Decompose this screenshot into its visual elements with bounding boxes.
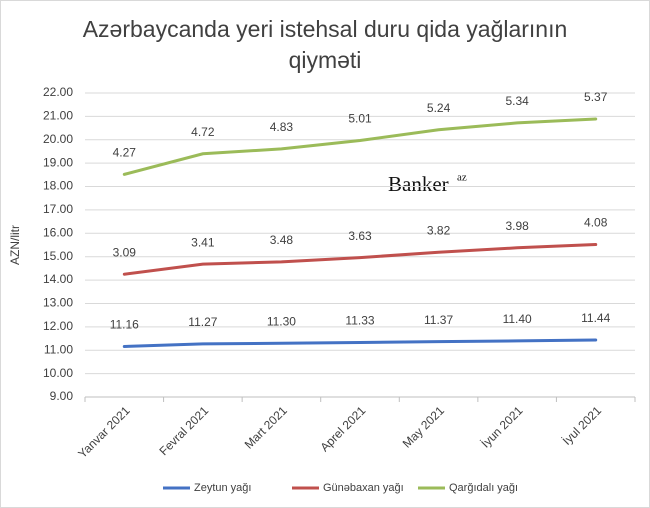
x-tick-label: Aprel 2021 bbox=[317, 403, 368, 454]
y-tick-label: 14.00 bbox=[43, 272, 73, 286]
y-tick-label: 13.00 bbox=[43, 296, 73, 310]
y-tick-label: 20.00 bbox=[43, 132, 73, 146]
data-label: 11.44 bbox=[581, 311, 610, 325]
data-label: 4.27 bbox=[113, 146, 137, 160]
legend-label: Qarğıdalı yağı bbox=[449, 482, 518, 494]
watermark: Banker bbox=[388, 172, 449, 196]
data-label: 11.30 bbox=[267, 314, 296, 328]
chart-title: Azərbaycanda yeri istehsal duru qida yağ… bbox=[82, 16, 568, 73]
y-tick-label: 18.00 bbox=[43, 179, 73, 193]
data-label: 11.33 bbox=[345, 314, 374, 328]
y-tick-label: 22.00 bbox=[43, 85, 73, 99]
data-label: 3.82 bbox=[427, 223, 451, 237]
data-label: 4.08 bbox=[584, 216, 608, 230]
series-line bbox=[122, 243, 598, 276]
y-tick-label: 15.00 bbox=[43, 249, 73, 263]
data-label: 3.41 bbox=[191, 235, 215, 249]
data-label: 3.09 bbox=[113, 245, 137, 259]
x-tick-label: İyun 2021 bbox=[478, 403, 525, 450]
y-tick-label: 9.00 bbox=[50, 389, 74, 403]
legend-label: Zeytun yağı bbox=[194, 482, 251, 494]
y-axis-label: AZN/litr bbox=[8, 225, 22, 265]
x-tick-label: Fevral 2021 bbox=[157, 403, 212, 458]
data-label: 11.40 bbox=[503, 312, 532, 326]
data-label: 4.72 bbox=[191, 125, 215, 139]
data-label: 11.16 bbox=[110, 318, 139, 332]
x-tick-label: Yanvar 2021 bbox=[75, 403, 133, 461]
data-label: 4.83 bbox=[270, 120, 294, 134]
y-tick-label: 21.00 bbox=[43, 109, 73, 123]
x-tick-label: May 2021 bbox=[400, 403, 447, 450]
watermark-sup: az bbox=[457, 172, 467, 184]
data-label: 3.63 bbox=[348, 229, 372, 243]
data-label: 3.48 bbox=[270, 233, 294, 247]
x-tick-label: Mart 2021 bbox=[242, 403, 290, 451]
data-label: 11.27 bbox=[188, 315, 217, 329]
data-label: 5.01 bbox=[348, 112, 372, 126]
data-label: 5.34 bbox=[505, 94, 529, 108]
y-tick-label: 19.00 bbox=[43, 155, 73, 169]
y-tick-label: 17.00 bbox=[43, 202, 73, 216]
series-line bbox=[122, 338, 598, 348]
data-label: 5.24 bbox=[427, 101, 451, 115]
y-tick-label: 12.00 bbox=[43, 319, 73, 333]
series-line bbox=[122, 117, 598, 176]
legend-label: Günəbaxan yağı bbox=[323, 482, 404, 494]
y-tick-label: 11.00 bbox=[44, 342, 73, 356]
data-label: 3.98 bbox=[505, 219, 529, 233]
y-tick-label: 16.00 bbox=[43, 225, 73, 239]
y-tick-label: 10.00 bbox=[43, 366, 73, 380]
x-tick-label: İyul 2021 bbox=[560, 403, 605, 448]
data-label: 5.37 bbox=[584, 90, 608, 104]
data-label: 11.37 bbox=[424, 313, 453, 327]
